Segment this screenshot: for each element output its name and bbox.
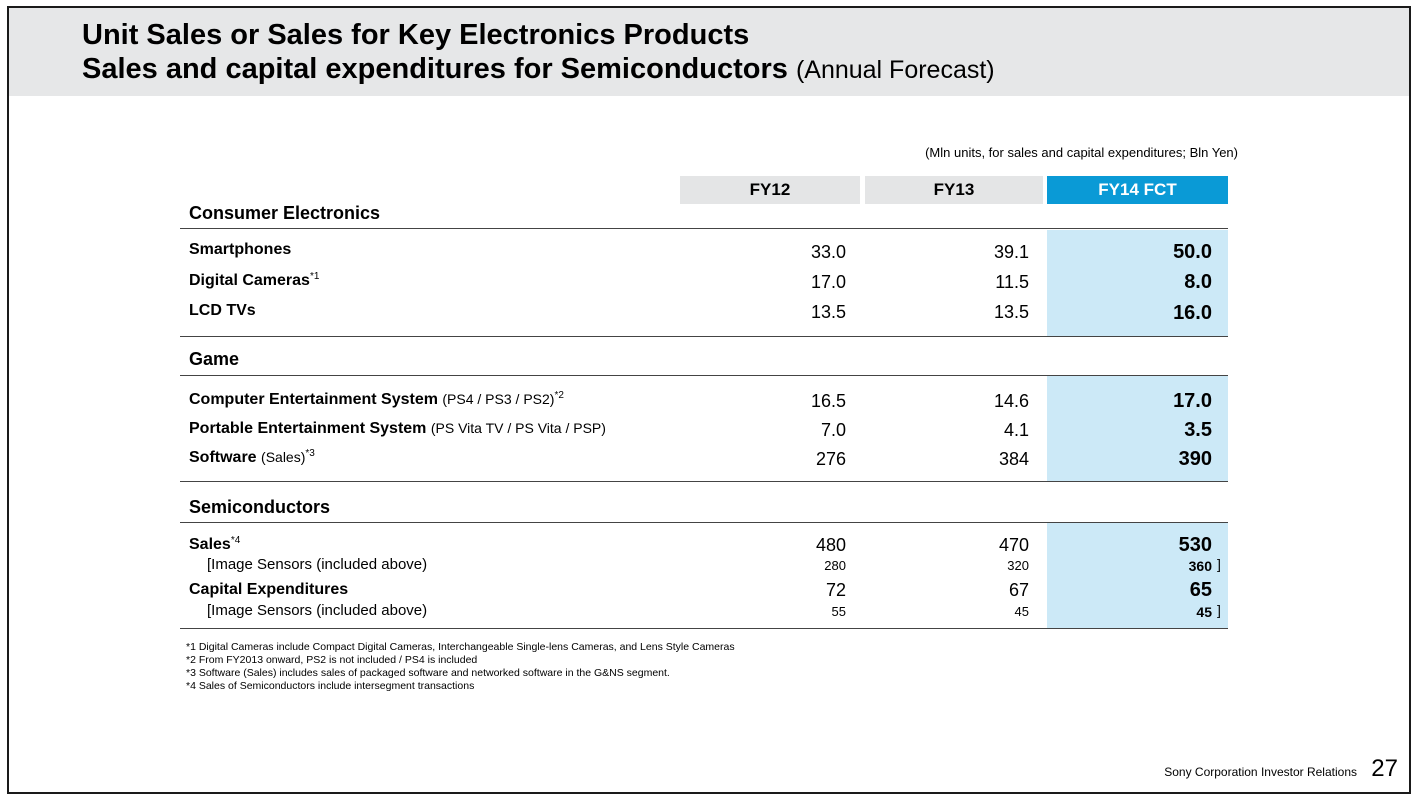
sales-fy12: 480	[815, 535, 846, 555]
section-consumer-electronics: Consumer Electronics	[189, 203, 381, 223]
rule-consumer	[180, 228, 1228, 229]
sales-img-fy14: 360	[1188, 558, 1212, 574]
smartphones-fy13: 39.1	[993, 242, 1029, 262]
row-smartphones-label: Smartphones	[189, 241, 292, 258]
row-ces-label: Computer Entertainment System (PS4 / PS3…	[189, 390, 564, 408]
smartphones-fy14: 50.0	[1173, 241, 1212, 263]
row-digital-cameras-label: Digital Cameras*1	[189, 271, 320, 289]
page-number: 27	[1371, 755, 1398, 782]
pes-fy13: 4.1	[1003, 420, 1029, 440]
cameras-fy13: 11.5	[995, 272, 1029, 292]
sales-img-fy12: 280	[824, 558, 846, 573]
sales-fy13: 470	[998, 535, 1029, 555]
sales-img-fy13: 320	[1007, 558, 1029, 573]
ces-fy12: 16.5	[810, 391, 846, 411]
row-capex-label: Capital Expenditures	[189, 581, 349, 598]
ces-fy14: 17.0	[1173, 390, 1212, 412]
lcd-fy12: 13.5	[810, 302, 846, 322]
footnote-1: *1 Digital Cameras include Compact Digit…	[186, 641, 735, 653]
software-fy13: 384	[998, 449, 1029, 469]
title-line-2: Sales and capital expenditures for Semic…	[82, 53, 995, 86]
section-game: Game	[189, 349, 240, 369]
capex-fy12: 72	[825, 580, 846, 600]
unit-note: (Mln units, for sales and capital expend…	[925, 145, 1238, 160]
rule-after-consumer	[180, 336, 1228, 337]
pes-fy12: 7.0	[820, 420, 846, 440]
rule-semi	[180, 522, 1228, 523]
fcst-bg-game	[1047, 376, 1228, 481]
lcd-fy14: 16.0	[1173, 302, 1212, 324]
footnote-2: *2 From FY2013 onward, PS2 is not includ…	[186, 654, 478, 666]
column-header-fy12: FY12	[680, 176, 860, 204]
fcst-bg-semi	[1047, 523, 1228, 628]
row-lcd-tvs-label: LCD TVs	[189, 302, 256, 319]
capex-img-bracket: ]	[1217, 602, 1221, 618]
sales-fy14: 530	[1178, 534, 1212, 556]
row-pes-label: Portable Entertainment System (PS Vita T…	[189, 420, 606, 437]
software-fy12: 276	[815, 449, 846, 469]
ces-fy13: 14.6	[993, 391, 1029, 411]
title-line-2-main: Sales and capital expenditures for Semic…	[82, 53, 788, 85]
rule-game	[180, 375, 1228, 376]
row-capex-image-sensors-label: [Image Sensors (included above)	[207, 602, 428, 619]
capex-img-fy14: 45	[1196, 604, 1212, 620]
rule-bottom	[180, 628, 1228, 629]
row-sales-image-sensors-label: [Image Sensors (included above)	[207, 556, 428, 573]
slide-header: Unit Sales or Sales for Key Electronics …	[9, 8, 1409, 96]
row-software-label: Software (Sales)*3	[189, 448, 315, 466]
fcst-bg-consumer	[1047, 230, 1228, 336]
cameras-fy12: 17.0	[810, 272, 846, 292]
capex-img-fy12: 55	[831, 604, 846, 619]
rule-after-game	[180, 481, 1228, 482]
capex-fy14: 65	[1189, 579, 1212, 601]
capex-fy13: 67	[1008, 580, 1029, 600]
title-line-1: Unit Sales or Sales for Key Electronics …	[82, 19, 750, 51]
title-line-2-sub: (Annual Forecast)	[795, 56, 995, 84]
column-header-fy13: FY13	[865, 176, 1043, 204]
lcd-fy13: 13.5	[993, 302, 1029, 322]
row-sales-label: Sales*4	[189, 535, 241, 553]
pes-fy14: 3.5	[1184, 419, 1212, 441]
column-header-fy14: FY14 FCT	[1047, 176, 1228, 204]
sales-img-bracket: ]	[1217, 556, 1221, 572]
footnotes: *1 Digital Cameras include Compact Digit…	[186, 641, 735, 693]
footnote-4: *4 Sales of Semiconductors include inter…	[186, 680, 475, 692]
footnote-3: *3 Software (Sales) includes sales of pa…	[186, 667, 670, 679]
slide-frame: Unit Sales or Sales for Key Electronics …	[7, 6, 1411, 794]
capex-img-fy13: 45	[1014, 604, 1029, 619]
smartphones-fy12: 33.0	[810, 242, 846, 262]
footer-company: Sony Corporation Investor Relations	[1164, 765, 1357, 779]
cameras-fy14: 8.0	[1184, 271, 1212, 293]
section-semiconductors: Semiconductors	[189, 497, 331, 517]
software-fy14: 390	[1178, 448, 1212, 470]
